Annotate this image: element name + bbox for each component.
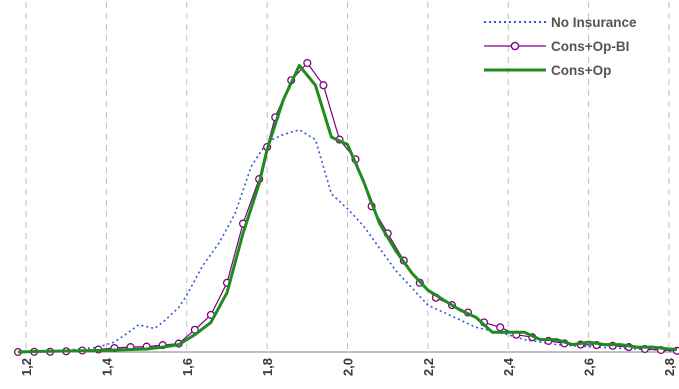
legend-entry-no-insurance: No Insurance bbox=[484, 15, 637, 30]
data-point-cons-op-bi bbox=[319, 81, 328, 90]
series-line-cons-op bbox=[17, 64, 678, 354]
x-tick-label: 2,2 bbox=[421, 358, 436, 376]
x-tick-label: 2,6 bbox=[582, 358, 597, 376]
x-tick-label: 1,8 bbox=[260, 358, 275, 376]
legend-marker-cons-op-bi bbox=[510, 41, 520, 51]
series-line-no-insurance bbox=[17, 128, 678, 353]
grid bbox=[25, 2, 670, 352]
data-point-cons-op-bi bbox=[303, 58, 312, 68]
x-tick-label: 1,4 bbox=[99, 357, 114, 376]
x-tick-label: 1,6 bbox=[180, 358, 195, 376]
legend-label-no-insurance: No Insurance bbox=[551, 15, 637, 30]
data-point-cons-op-bi bbox=[496, 323, 505, 332]
x-tick-labels: 1,2 1,4 1,6 1,8 2,0 2,2 2,4 2,6 2,8 bbox=[19, 357, 677, 376]
series-layer bbox=[13, 58, 679, 357]
x-tick-label: 2,0 bbox=[341, 358, 356, 376]
x-tick-label: 1,2 bbox=[19, 358, 34, 376]
x-tick-label: 2,8 bbox=[662, 358, 677, 376]
x-tick-label: 2,4 bbox=[501, 357, 516, 376]
legend-label-cons-op: Cons+Op bbox=[551, 63, 611, 78]
legend: No Insurance Cons+Op-BI Cons+Op bbox=[484, 15, 637, 78]
legend-entry-cons-op-bi: Cons+Op-BI bbox=[484, 39, 629, 54]
legend-label-cons-op-bi: Cons+Op-BI bbox=[551, 39, 629, 54]
legend-entry-cons-op: Cons+Op bbox=[484, 63, 611, 78]
